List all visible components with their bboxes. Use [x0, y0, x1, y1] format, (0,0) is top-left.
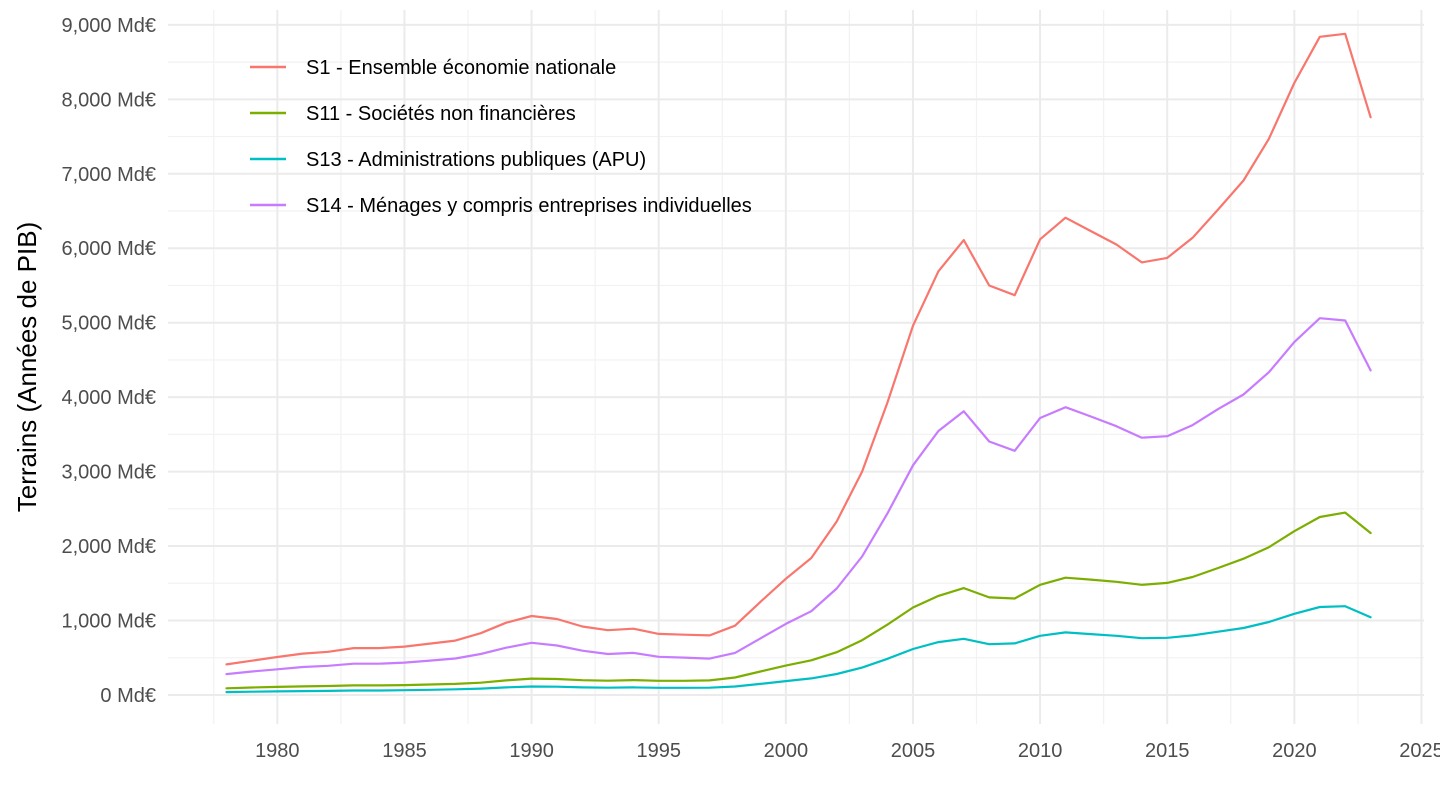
legend: S1 - Ensemble économie nationale S11 - So… [250, 57, 752, 217]
legend-label: S11 - Sociétés non financières [306, 103, 576, 125]
x-tick-label: 2015 [1145, 740, 1190, 762]
x-tick-label: 1990 [509, 740, 554, 762]
y-tick-label: 6,000 Md€ [61, 238, 156, 260]
major-gridlines-y [168, 23, 1424, 696]
series-line [225, 605, 1372, 694]
x-tick-label: 2025 [1399, 740, 1440, 762]
y-tick-label: 0 Md€ [100, 685, 156, 707]
y-tick-label: 5,000 Md€ [61, 313, 156, 335]
x-tick-label: 2005 [891, 740, 936, 762]
legend-label: S1 - Ensemble économie nationale [306, 57, 616, 79]
y-tick-label: 3,000 Md€ [61, 462, 156, 484]
x-tick-label: 2000 [764, 740, 809, 762]
series-line [225, 32, 1372, 666]
y-axis-title: Terrains (Années de PIB) [12, 222, 42, 512]
y-tick-label: 1,000 Md€ [61, 611, 156, 633]
x-tick-label: 1980 [255, 740, 300, 762]
x-tick-label: 2020 [1272, 740, 1317, 762]
y-tick-label: 9,000 Md€ [61, 15, 156, 37]
x-tick-label: 1985 [382, 740, 427, 762]
minor-gridlines-y [168, 61, 1424, 659]
minor-gridlines-x [213, 10, 1359, 724]
legend-label: S13 - Administrations publiques (APU) [306, 149, 646, 171]
legend-label: S14 - Ménages y compris entreprises indi… [306, 195, 752, 217]
series-line [225, 511, 1372, 690]
x-tick-label: 1995 [636, 740, 681, 762]
series-line [225, 317, 1372, 676]
y-axis-tick-labels: 0 Md€ 1,000 Md€ 2,000 Md€ 3,000 Md€ 4,000 Md… [61, 15, 156, 707]
y-tick-label: 8,000 Md€ [61, 89, 156, 111]
x-tick-label: 2010 [1018, 740, 1063, 762]
y-tick-label: 7,000 Md€ [61, 164, 156, 186]
y-tick-label: 2,000 Md€ [61, 536, 156, 558]
series-layer [225, 32, 1372, 694]
y-tick-label: 4,000 Md€ [61, 387, 156, 409]
x-axis-tick-labels: 1980 1985 1990 1995 2000 2005 2010 2015 2020 2025 [255, 740, 1440, 762]
major-gridlines-x [276, 10, 1423, 724]
